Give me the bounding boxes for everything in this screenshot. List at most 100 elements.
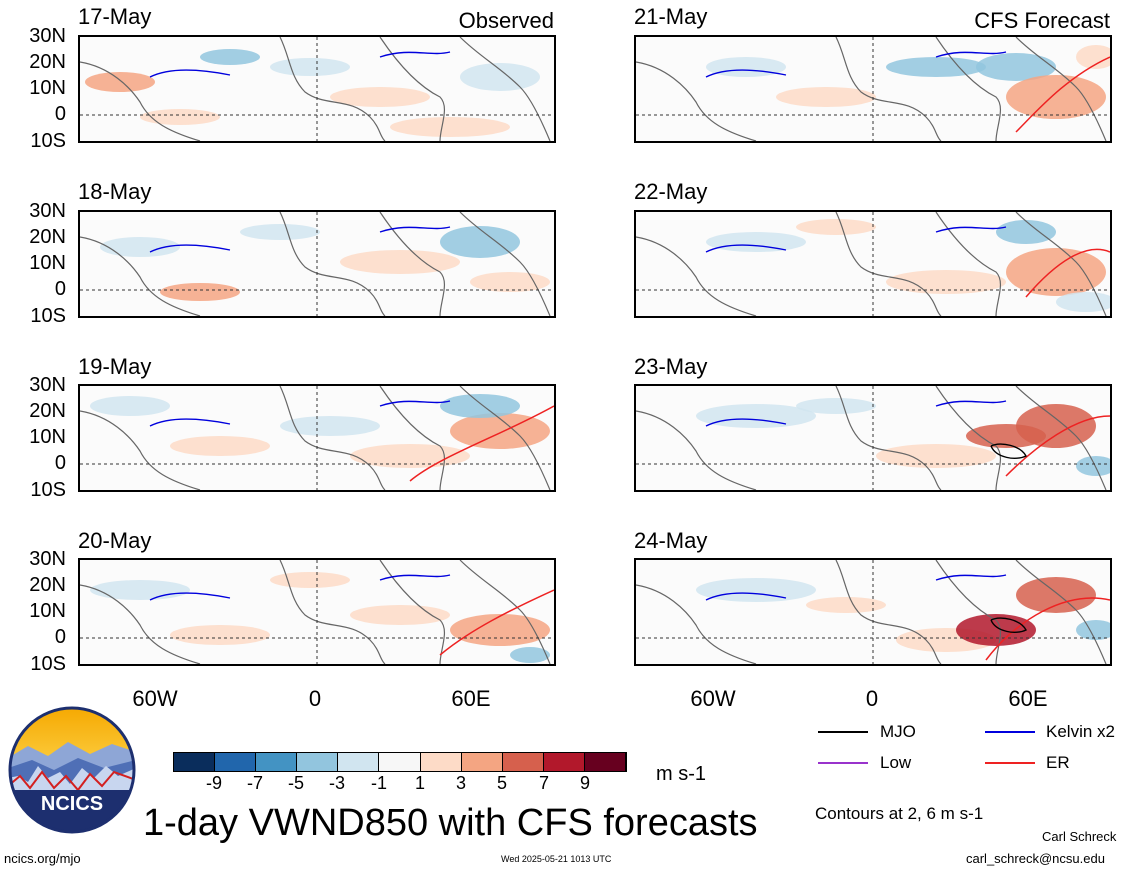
- anomaly-shading: [460, 63, 540, 91]
- coastline-india: [1015, 560, 1107, 664]
- panel-date: 23-May: [634, 354, 708, 379]
- panel-date: 17-May: [78, 4, 152, 29]
- colorbar-label: 1: [414, 773, 425, 793]
- lat-label: 0: [54, 278, 66, 300]
- lat-label: 10N: [29, 77, 66, 99]
- coastline-africa-east: [379, 560, 445, 664]
- coastline-india: [459, 212, 551, 316]
- anomaly-shading: [706, 232, 806, 252]
- panel-tag-cfs-forecast: CFS Forecast: [974, 8, 1110, 33]
- coastlines: [636, 386, 1107, 490]
- colorbar-swatch: [256, 753, 298, 771]
- coastline-india: [1015, 212, 1107, 316]
- lat-label: 30N: [29, 25, 66, 47]
- lat-label: 20N: [29, 574, 66, 596]
- panel-tag-observed: Observed: [458, 8, 554, 33]
- er-contour: [1015, 56, 1110, 133]
- anomaly-shading: [280, 416, 380, 436]
- kelvin-contour: [705, 400, 1007, 427]
- lat-label: 10N: [29, 600, 66, 622]
- lat-label: 20N: [29, 51, 66, 73]
- lat-label: 20N: [29, 226, 66, 248]
- map-panel: [634, 384, 1112, 492]
- coastline-africa-east: [935, 386, 1001, 490]
- anomaly-shading: [440, 394, 520, 418]
- coastline-india: [459, 37, 551, 141]
- anomaly-shading: [90, 580, 190, 600]
- lon-label: 60W: [132, 686, 178, 711]
- coastline-africa-west: [279, 212, 386, 316]
- colorbar-label: -5: [287, 773, 304, 793]
- colorbar-swatch: [174, 753, 216, 771]
- legend-line-low: [818, 762, 868, 764]
- anomaly-shading: [160, 283, 240, 301]
- footer-author: Carl Schreck: [1042, 829, 1117, 844]
- anomaly-shading: [85, 72, 155, 92]
- anomaly-shading: [996, 220, 1056, 244]
- anomaly-shading: [90, 396, 170, 416]
- lon-label: 60E: [451, 686, 491, 711]
- coastline-americas: [80, 236, 201, 316]
- anomaly-shading: [876, 444, 996, 468]
- anomaly-shading: [806, 597, 886, 613]
- coastlines: [80, 560, 551, 664]
- lon-label: 0: [865, 686, 879, 711]
- coastline-americas: [636, 584, 757, 664]
- anomaly-shading: [470, 272, 550, 292]
- colorbar-label: 7: [538, 773, 549, 793]
- lat-label: 10S: [30, 479, 66, 501]
- coastline-americas: [636, 410, 757, 490]
- legend-label-er: ER: [1046, 753, 1070, 772]
- coastlines: [636, 37, 1107, 141]
- anomaly-shading: [706, 57, 786, 77]
- panel-date: 22-May: [634, 179, 708, 204]
- coastline-africa-east: [379, 212, 445, 316]
- lat-label: 20N: [29, 400, 66, 422]
- anomaly-shading: [140, 109, 220, 125]
- anomaly-shading: [270, 572, 350, 588]
- coastline-india: [459, 560, 551, 664]
- coastline-americas: [80, 61, 201, 141]
- legend-line-er: [985, 762, 1035, 764]
- footer-url: ncics.org/mjo: [4, 851, 81, 866]
- coastline-africa-east: [379, 37, 445, 141]
- mjo-contour: [990, 617, 1027, 633]
- ncics-logo: NCICS: [8, 706, 136, 834]
- anomaly-shading: [200, 49, 260, 65]
- kelvin-contour: [705, 51, 1007, 78]
- er-contour: [1005, 415, 1110, 477]
- anomaly-shading: [170, 625, 270, 645]
- lat-label: 30N: [29, 548, 66, 570]
- colorbar-swatch: [502, 753, 544, 771]
- coastline-americas: [636, 61, 757, 141]
- panel-date: 21-May: [634, 4, 708, 29]
- anomaly-shading: [390, 117, 510, 137]
- coastlines: [636, 560, 1107, 664]
- coastline-africa-west: [279, 386, 386, 490]
- anomaly-shading: [776, 87, 876, 107]
- colorbar-swatch: [215, 753, 257, 771]
- coastlines: [80, 37, 551, 141]
- panel-date: 19-May: [78, 354, 152, 379]
- anomaly-shading: [450, 614, 550, 646]
- anomaly-shading: [976, 53, 1056, 81]
- coastline-africa-west: [835, 212, 942, 316]
- coastlines: [80, 386, 551, 490]
- anomaly-shading: [510, 647, 550, 663]
- colorbar-label: 5: [496, 773, 507, 793]
- colorbar-unit: m s-1: [656, 763, 706, 785]
- anomaly-shading: [340, 250, 460, 274]
- logo-text: NCICS: [41, 793, 103, 815]
- legend-label-low: Low: [880, 753, 912, 772]
- coastline-africa-east: [935, 560, 1001, 664]
- anomaly-shading: [886, 57, 986, 77]
- map-panel: [78, 384, 556, 492]
- legend-label-kelvin: Kelvin x2: [1046, 722, 1115, 741]
- anomaly-shading: [796, 398, 876, 414]
- colorbar-swatch: [543, 753, 585, 771]
- lat-label: 10N: [29, 426, 66, 448]
- coastline-americas: [636, 236, 757, 316]
- colorbar-label: 9: [579, 773, 590, 793]
- anomaly-shading: [440, 226, 520, 258]
- footer-email: carl_schreck@ncsu.edu: [966, 851, 1105, 866]
